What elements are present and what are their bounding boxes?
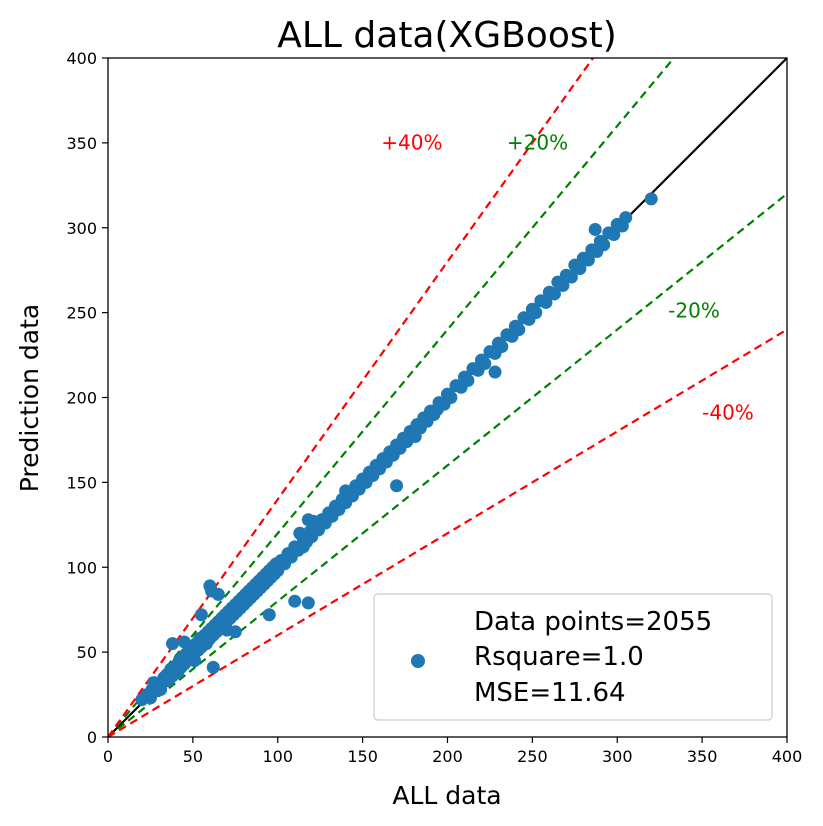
legend-line-2: Rsquare=1.0 <box>474 642 644 672</box>
data-point <box>573 261 587 275</box>
data-point <box>556 278 570 292</box>
legend-marker <box>411 654 425 668</box>
legend-box <box>373 593 773 721</box>
data-point <box>512 323 526 337</box>
data-point <box>188 654 202 668</box>
data-point <box>166 637 180 651</box>
data-point <box>547 287 561 301</box>
x-tick-label: 200 <box>432 747 463 766</box>
reference-line-3 <box>108 58 594 737</box>
band-label-0: +40% <box>381 131 442 155</box>
data-point <box>488 365 502 379</box>
band-label-3: -40% <box>702 401 754 425</box>
data-point <box>644 192 658 206</box>
y-axis-title: Prediction data <box>15 304 44 492</box>
data-point <box>228 625 242 639</box>
y-tick-label: 350 <box>66 134 97 153</box>
data-point <box>296 540 310 554</box>
data-point <box>206 660 220 674</box>
data-point <box>564 270 578 284</box>
legend: Data points=2055 Rsquare=1.0 MSE=11.64 <box>373 593 773 721</box>
data-point <box>194 608 208 622</box>
x-tick-label: 150 <box>347 747 378 766</box>
y-tick-label: 0 <box>87 728 97 747</box>
y-tick-label: 300 <box>66 219 97 238</box>
legend-line-3: MSE=11.64 <box>474 678 626 708</box>
legend-line-1: Data points=2055 <box>474 607 712 637</box>
x-tick-label: 400 <box>772 747 803 766</box>
data-point <box>430 402 444 416</box>
data-point <box>478 357 492 371</box>
data-point <box>619 211 633 225</box>
data-point <box>288 594 302 608</box>
x-tick-label: 50 <box>183 747 203 766</box>
data-point <box>444 391 458 404</box>
y-tick-label: 50 <box>77 643 97 662</box>
data-point <box>581 253 595 267</box>
y-tick-label: 250 <box>66 304 97 323</box>
data-point <box>607 228 621 242</box>
x-axis-ticks: 0 50 100 150 200 250 300 350 400 <box>103 737 802 766</box>
reference-line-1 <box>108 58 675 737</box>
data-point <box>262 608 276 622</box>
y-tick-label: 100 <box>66 558 97 577</box>
band-label-2: -20% <box>668 299 720 323</box>
y-tick-label: 200 <box>66 389 97 408</box>
band-label-1: +20% <box>507 131 568 155</box>
chart-title: ALL data(XGBoost) <box>277 15 617 56</box>
data-point <box>539 295 553 309</box>
data-point <box>495 340 509 354</box>
reference-line-4 <box>108 328 787 737</box>
x-tick-label: 100 <box>262 747 293 766</box>
y-tick-label: 400 <box>66 49 97 68</box>
data-point <box>301 596 315 610</box>
data-point <box>390 479 404 493</box>
x-tick-label: 0 <box>103 747 113 766</box>
y-tick-label: 150 <box>66 473 97 492</box>
band-annotations: +40% +20% -20% -40% <box>381 131 753 425</box>
x-tick-label: 300 <box>602 747 633 766</box>
data-point <box>211 587 225 601</box>
reference-line-2 <box>108 192 787 737</box>
x-tick-label: 250 <box>517 747 548 766</box>
data-point <box>529 306 543 320</box>
data-points <box>135 192 658 707</box>
data-point <box>588 222 602 236</box>
y-axis-ticks: 0 50 100 150 200 250 300 350 400 <box>66 49 108 747</box>
x-tick-label: 350 <box>687 747 718 766</box>
x-axis-title: ALL data <box>392 781 501 810</box>
data-point <box>597 238 611 252</box>
data-point <box>339 484 353 498</box>
data-point <box>461 374 475 388</box>
